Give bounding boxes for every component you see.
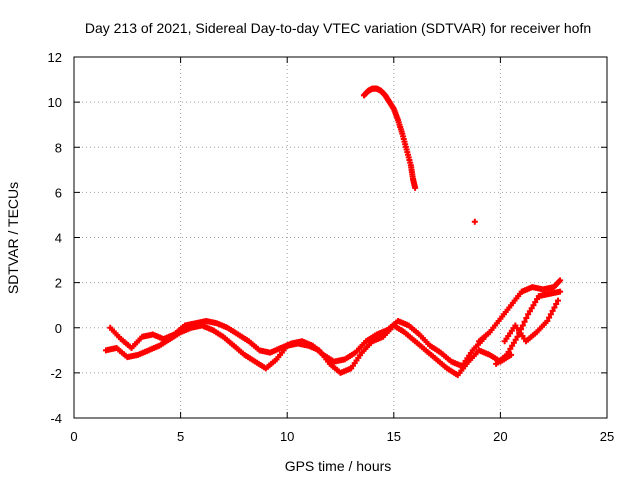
series-rising-tail-3 [501,297,561,345]
y-axis-label: SDTVAR / TECUs [5,182,21,294]
data-point-interp [530,302,537,309]
y-tick-label: 6 [55,185,62,200]
series-rising-tail-2 [493,288,564,367]
data-point-interp [526,308,533,315]
data-point [557,277,564,284]
data-point [544,317,551,324]
y-tick-label: 0 [55,321,62,336]
axis-ticks: 0 5 10 15 20 25 -4 -2 0 2 4 6 8 10 12 [48,50,615,444]
y-tick-label: 8 [55,140,62,155]
data-point-interp [549,307,556,314]
x-axis-label: GPS time / hours [285,458,392,474]
x-tick-label: 0 [70,429,77,444]
chart-title: Day 213 of 2021, Sidereal Day-to-day VTE… [85,20,591,36]
data-point [471,218,478,225]
series-rising-tail-1 [476,277,564,345]
data-point-interp [547,311,554,318]
data-point-interp [523,314,530,321]
x-tick-label: 15 [387,429,401,444]
data-point-interp [528,305,535,312]
data-point [412,184,419,191]
data-point-interp [512,336,519,343]
y-tick-label: 12 [48,50,62,65]
data-point-interp [553,301,560,308]
data-point-interp [551,304,558,311]
data-point-interp [509,342,516,349]
data-point [554,297,561,304]
data-points [102,85,564,379]
data-point-interp [505,348,512,355]
data-point-interp [533,296,540,303]
data-point-interp [546,314,553,321]
series-high-arc [360,85,419,191]
y-tick-label: 2 [55,276,62,291]
series-main-band-upper [107,317,487,370]
y-tick-label: -4 [50,411,62,426]
data-point [503,351,510,358]
data-point-interp [507,345,514,352]
y-tick-label: -2 [50,366,62,381]
y-tick-label: 4 [55,231,62,246]
x-tick-label: 25 [600,429,614,444]
data-point-interp [532,299,539,306]
x-tick-label: 5 [177,429,184,444]
x-tick-label: 10 [280,429,294,444]
data-point [525,311,532,318]
data-point [557,288,564,295]
data-point-interp [519,322,526,329]
data-point-interp [510,339,517,346]
series-isolated-point [471,218,478,225]
x-tick-label: 20 [493,429,507,444]
y-tick-label: 10 [48,95,62,110]
data-point-interp [521,318,528,325]
